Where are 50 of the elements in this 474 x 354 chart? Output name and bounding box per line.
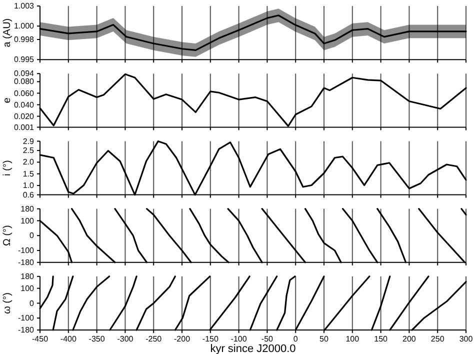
y-tick-label: 1.5 <box>22 169 35 178</box>
x-tick-label: 50 <box>320 334 329 344</box>
y-tick-label: 2.5 <box>22 146 35 156</box>
y-tick-label: 0.998 <box>14 35 35 44</box>
y-tick-label: 1.003 <box>14 2 35 11</box>
x-tick-label: 0 <box>293 334 298 344</box>
y-tick-label: 0.080 <box>14 77 35 86</box>
x-tick-label: 100 <box>346 334 360 344</box>
y-tick-label: 0.060 <box>14 88 35 98</box>
y-axis-title: Ω (°) <box>2 225 13 246</box>
y-tick-label: 1.0 <box>22 181 35 190</box>
y-axis-title: e <box>2 97 13 104</box>
line-series <box>39 140 467 196</box>
x-tick-label: 300 <box>459 334 474 344</box>
line-series <box>39 73 467 127</box>
x-tick-label: -400 <box>60 334 77 344</box>
y-tick-label: 0.001 <box>14 122 35 132</box>
y-axis-title: ω (°) <box>2 292 13 314</box>
y-tick-label: 0.6 <box>22 190 35 200</box>
x-tick-label: 250 <box>430 334 445 344</box>
x-tick-label: -250 <box>146 334 162 344</box>
y-tick-label: 1.000 <box>14 22 35 31</box>
x-tick-label: -300 <box>117 334 134 344</box>
x-tick-label: -50 <box>261 334 274 344</box>
x-tick-label: 200 <box>402 334 416 344</box>
y-tick-label: 180 <box>20 204 35 214</box>
x-axis-title: kyr since J2000.0 <box>210 343 296 354</box>
y-tick-label: 2.0 <box>22 158 35 167</box>
y-tick-label: -180 <box>18 326 35 335</box>
y-tick-label: -180 <box>18 258 35 267</box>
x-tick-label: 150 <box>374 334 388 344</box>
y-tick-label: 0.020 <box>14 112 35 121</box>
y-tick-label: 0.995 <box>14 55 35 64</box>
x-tick-label: -350 <box>88 334 106 344</box>
x-tick-label: -200 <box>174 334 191 344</box>
y-tick-label: 0.040 <box>14 100 35 110</box>
x-tick-label: -150 <box>202 334 219 344</box>
y-tick-label: 2.9 <box>22 136 35 146</box>
y-tick-label: -100 <box>18 246 35 256</box>
y-tick-label: 0.094 <box>14 69 35 78</box>
y-tick-label: 0 <box>30 231 35 240</box>
y-axis-title: a (AU) <box>2 18 13 48</box>
y-tick-label: 0 <box>30 298 35 308</box>
x-tick-label: -100 <box>230 334 248 344</box>
y-tick-label: 100 <box>20 216 35 226</box>
x-tick-label: -450 <box>32 334 49 344</box>
y-tick-label: 100 <box>20 284 35 293</box>
y-tick-label: -100 <box>18 314 35 323</box>
y-axis-title: i (°) <box>2 160 13 176</box>
y-tick-label: 180 <box>20 272 35 281</box>
